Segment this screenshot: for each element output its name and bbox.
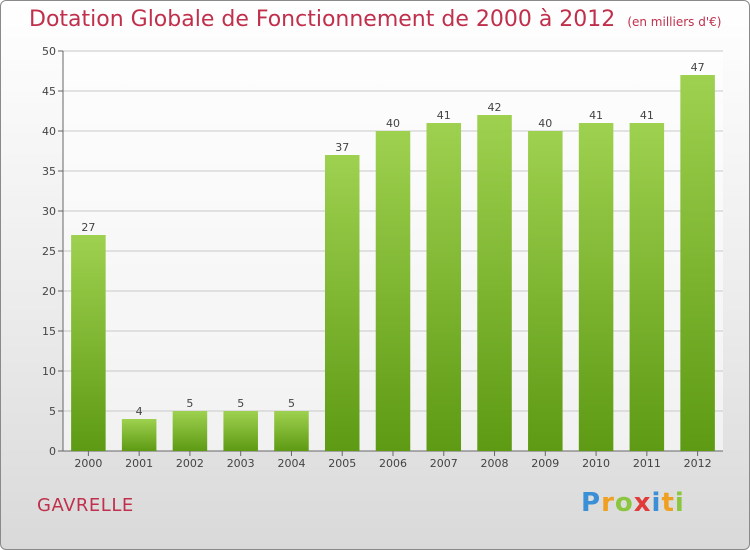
data-label: 40 <box>538 117 552 130</box>
x-tick-label: 2010 <box>582 457 610 470</box>
x-tick-label: 2012 <box>684 457 712 470</box>
y-tick-label: 40 <box>42 125 56 138</box>
x-tick-label: 2002 <box>176 457 204 470</box>
data-label: 27 <box>81 221 95 234</box>
data-label: 42 <box>488 101 502 114</box>
chart-title: Dotation Globale de Fonctionnement de 20… <box>29 7 721 32</box>
x-tick-label: 2008 <box>481 457 509 470</box>
bar <box>629 123 665 451</box>
logo-letter: i <box>674 488 685 518</box>
data-label: 5 <box>288 397 295 410</box>
bar <box>274 411 309 451</box>
y-tick-label: 50 <box>42 45 56 58</box>
bar <box>172 411 208 451</box>
logo-letter: t <box>661 488 675 518</box>
bar <box>223 411 258 451</box>
data-label: 41 <box>589 109 603 122</box>
bar <box>426 123 462 451</box>
x-tick-label: 2000 <box>74 457 102 470</box>
y-tick-label: 45 <box>42 85 56 98</box>
y-tick-label: 30 <box>42 205 56 218</box>
bar <box>477 115 512 451</box>
y-tick-label: 35 <box>42 165 56 178</box>
logo-letter: x <box>633 488 652 518</box>
bar <box>121 419 157 451</box>
x-tick-label: 2006 <box>379 457 407 470</box>
x-tick-label: 2003 <box>227 457 255 470</box>
x-tick-label: 2005 <box>328 457 356 470</box>
chart-title-text: Dotation Globale de Fonctionnement de 20… <box>29 7 616 32</box>
data-label: 40 <box>386 117 400 130</box>
x-tick-label: 2007 <box>430 457 458 470</box>
y-tick-label: 0 <box>49 445 56 458</box>
data-label: 47 <box>691 61 705 74</box>
logo-letter: o <box>614 488 634 518</box>
bar <box>375 131 411 451</box>
data-label: 37 <box>335 141 349 154</box>
commune-name: GAVRELLE <box>37 495 134 516</box>
y-tick-label: 25 <box>42 245 56 258</box>
logo-letter: i <box>651 488 662 518</box>
logo-letter: P <box>581 488 602 518</box>
x-tick-label: 2011 <box>633 457 661 470</box>
x-tick-label: 2001 <box>125 457 153 470</box>
y-tick-label: 10 <box>42 365 56 378</box>
bar <box>680 75 715 451</box>
bar <box>71 235 106 451</box>
proxiti-logo[interactable]: Proxiti <box>581 488 685 518</box>
y-tick-label: 20 <box>42 285 56 298</box>
y-tick-label: 5 <box>49 405 56 418</box>
bar <box>578 123 614 451</box>
data-label: 4 <box>136 405 143 418</box>
bar <box>324 155 360 451</box>
x-tick-label: 2004 <box>277 457 305 470</box>
x-tick-label: 2009 <box>531 457 559 470</box>
bar <box>528 131 563 451</box>
y-tick-label: 15 <box>42 325 56 338</box>
logo-letter: r <box>601 488 615 518</box>
data-label: 5 <box>186 397 193 410</box>
data-label: 5 <box>237 397 244 410</box>
data-label: 41 <box>437 109 451 122</box>
data-label: 41 <box>640 109 654 122</box>
chart-subtitle: (en milliers d'€) <box>627 15 722 29</box>
